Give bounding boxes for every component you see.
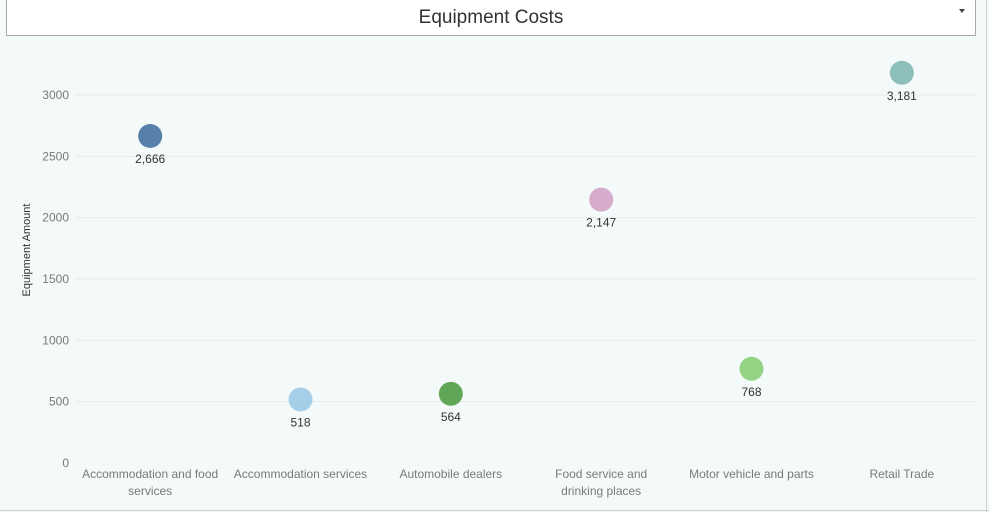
x-tick-label: Automobile dealers <box>399 467 502 481</box>
x-tick-label: Motor vehicle and parts <box>689 467 814 481</box>
data-label: 3,181 <box>887 89 917 103</box>
y-axis-label: Equipment Amount <box>21 204 33 297</box>
data-point[interactable] <box>288 387 313 412</box>
y-tick-label: 3000 <box>42 88 69 102</box>
frame-border <box>0 510 989 511</box>
data-point[interactable] <box>739 356 764 381</box>
data-label: 564 <box>441 410 461 424</box>
data-label: 2,147 <box>586 216 616 230</box>
gridlines <box>75 94 977 403</box>
y-tick-label: 2000 <box>42 211 69 225</box>
data-point[interactable] <box>589 187 614 212</box>
data-label: 768 <box>741 385 761 399</box>
data-label: 518 <box>290 415 310 429</box>
chevron-down-icon[interactable] <box>957 6 969 18</box>
x-tick-label: Retail Trade <box>869 467 934 481</box>
y-tick-label: 2500 <box>42 149 69 163</box>
x-axis: Accommodation and food services Accommodat… <box>82 467 934 498</box>
data-points <box>138 60 914 412</box>
chart-header: Equipment Costs <box>6 0 976 36</box>
data-labels: 2,666 518 564 2,147 768 3,181 <box>135 89 917 430</box>
y-tick-label: 0 <box>62 456 69 470</box>
chart-title: Equipment Costs <box>418 7 564 28</box>
y-tick-label: 1500 <box>42 272 69 286</box>
y-tick-label: 1000 <box>42 333 69 347</box>
x-tick-label: Food service and drinking places <box>555 467 647 498</box>
data-label: 2,666 <box>135 152 165 166</box>
y-tick-label: 500 <box>49 395 69 409</box>
data-point[interactable] <box>138 123 163 148</box>
frame-border <box>986 0 987 512</box>
x-tick-label: Accommodation services <box>234 467 367 481</box>
y-axis: 0 500 1000 1500 2000 2500 3000 <box>42 88 69 470</box>
x-tick-label: Accommodation and food services <box>82 467 218 498</box>
data-point[interactable] <box>889 60 914 85</box>
data-point[interactable] <box>438 381 463 406</box>
